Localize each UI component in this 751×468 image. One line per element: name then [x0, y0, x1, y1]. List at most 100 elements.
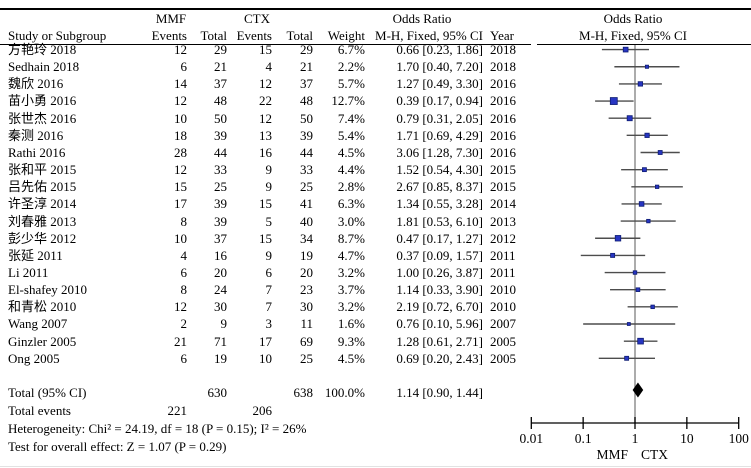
study-row: Rathi 2016 28 44 16 44 4.5% 3.06 [1.28, 7.30] 2…	[0, 144, 545, 161]
ci-method-header-left: M-H, Fixed, 95% CI	[375, 28, 483, 43]
mmf-total-cell: 30	[214, 299, 227, 315]
study-label: 方艳玲 2018	[8, 42, 77, 57]
ctx-events-cell: 13	[259, 127, 272, 143]
ctx-total-cell: 30	[300, 299, 313, 315]
or-ci-cell: 1.34 [0.55, 3.28]	[396, 196, 483, 212]
total-ctx-total: 638	[293, 385, 314, 400]
weight-cell: 12.7%	[331, 93, 365, 109]
year-cell: 2016	[490, 76, 516, 92]
effect-square	[624, 355, 630, 361]
or-ci-cell: 1.27 [0.49, 3.30]	[396, 76, 483, 92]
ctx-events-cell: 15	[259, 196, 272, 212]
study-row: Li 2011 6 20 6 20 3.2% 1.00 [0.26, 3.87] 2011	[0, 264, 545, 281]
mmf-events-cell: 2	[180, 316, 188, 332]
mmf-total-cell: 19	[214, 350, 227, 366]
weight-cell: 1.6%	[337, 316, 365, 332]
year-cell: 2013	[490, 213, 516, 229]
axis-tick-label: 1	[632, 431, 639, 446]
weight-cell: 7.4%	[337, 110, 365, 126]
year-cell: 2011	[490, 247, 516, 263]
weight-header: Weight	[327, 28, 365, 43]
mmf-total-header: Total	[200, 28, 227, 43]
mmf-events-cell: 21	[174, 333, 187, 349]
mmf-events-cell: 15	[174, 179, 187, 195]
effect-square	[626, 115, 633, 122]
axis-group-label-ctx: CTX	[641, 447, 668, 462]
ctx-total-cell: 40	[300, 213, 313, 229]
weight-cell: 9.3%	[337, 333, 365, 349]
or-ci-cell: 1.52 [0.54, 4.30]	[396, 162, 483, 178]
year-cell: 2015	[490, 179, 516, 195]
study-row: 张和平 2015 12 33 9 33 4.4% 1.52 [0.54, 4.30] 2015	[0, 161, 545, 178]
weight-cell: 5.4%	[337, 127, 365, 143]
or-ci-cell: 1.28 [0.61, 2.71]	[396, 333, 483, 349]
study-label: Sedhain 2018	[8, 59, 80, 75]
effect-square	[614, 235, 622, 242]
ctx-events-header: Events	[236, 28, 272, 43]
mmf-events-cell: 14	[174, 76, 187, 92]
effect-square	[638, 201, 645, 207]
ctx-total-cell: 50	[300, 110, 313, 126]
study-label: 秦测 2016	[8, 127, 64, 143]
year-cell: 2016	[490, 93, 516, 109]
ctx-total-cell: 29	[300, 42, 313, 57]
weight-cell: 6.7%	[337, 42, 365, 57]
ctx-events-cell: 7	[265, 299, 273, 315]
ctx-events-cell: 9	[265, 162, 273, 178]
mmf-events-cell: 8	[180, 282, 188, 298]
or-ci-cell: 0.37 [0.09, 1.57]	[396, 247, 483, 263]
axis-group-label-mmf: MMF	[596, 447, 628, 462]
study-row: 张世杰 2016 10 50 12 50 7.4% 0.79 [0.31, 2.05] 201…	[0, 110, 545, 127]
ctx-total-cell: 44	[300, 144, 313, 160]
year-cell: 2005	[490, 350, 516, 366]
year-cell: 2010	[490, 299, 516, 315]
ctx-total-cell: 19	[300, 247, 313, 263]
study-row: 秦测 2016 18 39 13 39 5.4% 1.71 [0.69, 4.29] 2016	[0, 127, 545, 144]
mmf-total-cell: 39	[214, 127, 227, 143]
mmf-total-cell: 50	[214, 110, 227, 126]
ctx-total-cell: 11	[300, 316, 313, 332]
mmf-events-cell: 10	[174, 230, 187, 246]
total-row: Total (95% CI) 630 638 100.0% 1.14 [0.90, 1.…	[0, 384, 545, 401]
effect-square	[609, 97, 618, 105]
ctx-total-cell: 39	[300, 127, 313, 143]
ctx-total-cell: 48	[300, 93, 313, 109]
weight-cell: 4.7%	[337, 247, 365, 263]
study-row: Ginzler 2005 21 71 17 69 9.3% 1.28 [0.61, 2.71…	[0, 333, 545, 350]
study-label: 和青松 2010	[8, 299, 77, 315]
ctx-total-cell: 69	[300, 333, 313, 349]
or-ci-cell: 1.70 [0.40, 7.20]	[396, 59, 483, 75]
effect-square	[655, 184, 660, 189]
or-ci-cell: 1.71 [0.69, 4.29]	[396, 127, 483, 143]
year-cell: 2016	[490, 127, 516, 143]
year-cell: 2016	[490, 110, 516, 126]
mmf-total-cell: 9	[220, 316, 228, 332]
weight-cell: 2.2%	[337, 59, 365, 75]
odds-ratio-title-right: Odds Ratio	[603, 11, 663, 26]
overall-effect-text: Test for overall effect: Z = 1.07 (P = 0…	[8, 438, 227, 454]
mmf-events-cell: 6	[180, 59, 188, 75]
ctx-events-cell: 22	[259, 93, 272, 109]
total-mmf-total: 630	[207, 385, 228, 400]
bottom-rule	[0, 466, 751, 467]
year-cell: 2016	[490, 144, 516, 160]
study-row: 和青松 2010 12 30 7 30 3.2% 2.19 [0.72, 6.70] 2010	[0, 298, 545, 315]
mmf-total-cell: 33	[214, 162, 227, 178]
mmf-total-cell: 16	[214, 247, 227, 263]
study-row: 方艳玲 2018 12 29 15 29 6.7% 0.66 [0.23, 1.86] 201…	[0, 41, 545, 58]
total-events-ctx: 206	[252, 402, 273, 418]
or-ci-cell: 0.79 [0.31, 2.05]	[396, 110, 483, 126]
total-events-mmf: 221	[167, 402, 188, 418]
or-ci-cell: 0.39 [0.17, 0.94]	[396, 93, 483, 109]
header-underline-right	[537, 44, 751, 46]
weight-cell: 3.2%	[337, 264, 365, 280]
mmf-total-cell: 24	[214, 282, 227, 298]
year-cell: 2010	[490, 282, 516, 298]
study-label: Li 2011	[8, 264, 49, 280]
effect-square	[650, 304, 655, 310]
ctx-total-cell: 33	[300, 162, 313, 178]
study-row: 彭少华 2012 10 37 15 34 8.7% 0.47 [0.17, 1.27] 201…	[0, 230, 545, 247]
effect-square	[644, 64, 649, 69]
study-label: 苗小勇 2016	[8, 93, 77, 109]
